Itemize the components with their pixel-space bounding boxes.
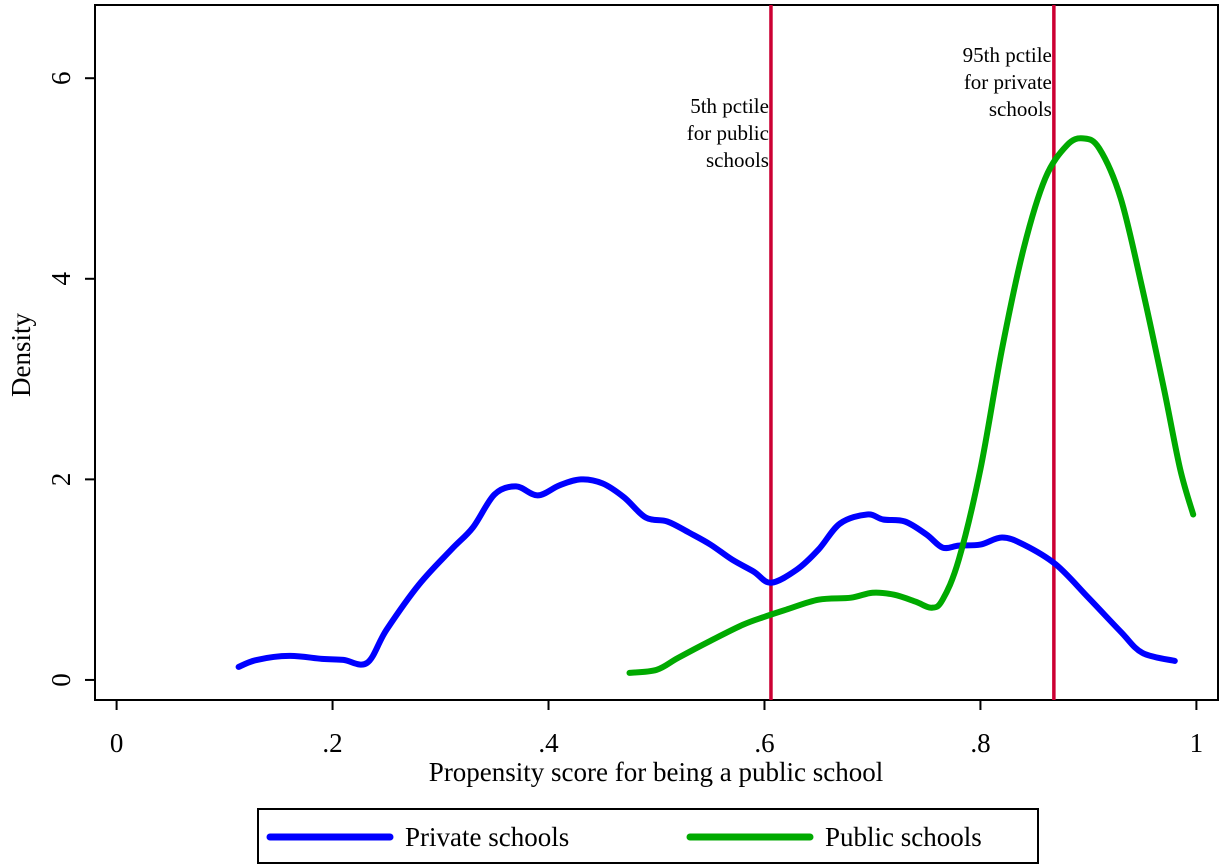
legend-label: Public schools xyxy=(825,822,982,852)
legend-label: Private schools xyxy=(405,822,569,852)
reference-line-label: schools xyxy=(989,97,1052,121)
series-group xyxy=(235,135,1197,676)
x-tick-label: .8 xyxy=(970,728,990,758)
legend: Private schools Public schools xyxy=(257,808,1039,864)
x-axis: 0 .2 .4 .6 .8 1 xyxy=(110,700,1203,758)
reference-line-label: for public xyxy=(687,121,769,145)
y-tick-label: 6 xyxy=(46,71,76,85)
reference-line-label: 5th pctile xyxy=(690,94,769,118)
series-line-private-schools xyxy=(235,476,1178,670)
plot-area-border xyxy=(94,4,1219,701)
y-axis: 0 2 4 6 xyxy=(46,71,95,687)
x-tick-label: .4 xyxy=(538,728,559,758)
reference-line-label: 95th pctile xyxy=(963,43,1052,67)
x-tick-label: .6 xyxy=(754,728,774,758)
reference-line-label: schools xyxy=(706,148,769,172)
y-tick-label: 0 xyxy=(46,673,76,687)
y-axis-label: Density xyxy=(6,313,36,397)
x-tick-label: .2 xyxy=(322,728,342,758)
y-tick-label: 4 xyxy=(46,272,76,286)
x-tick-label: 0 xyxy=(110,728,124,758)
y-tick-label: 2 xyxy=(46,473,76,487)
reference-line-label: for private xyxy=(964,70,1052,94)
plot-frame xyxy=(94,4,1219,701)
series-line-public-schools xyxy=(626,135,1197,676)
x-axis-label: Propensity score for being a public scho… xyxy=(429,757,883,787)
x-tick-label: 1 xyxy=(1190,728,1204,758)
